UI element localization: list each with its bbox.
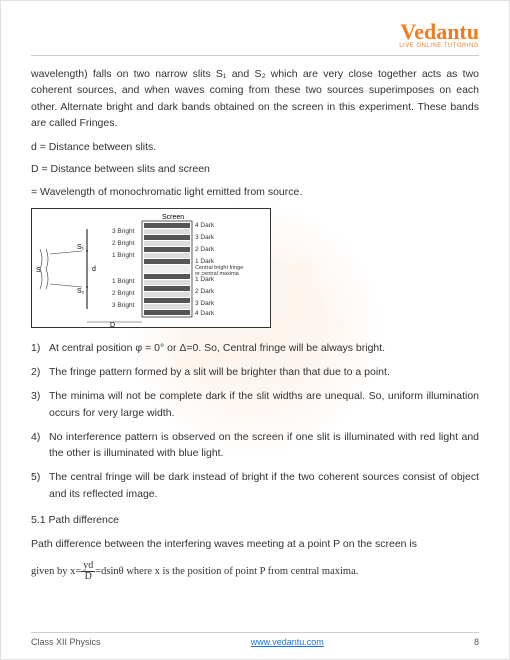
screen-label: Screen	[162, 214, 184, 221]
list-text: No interference pattern is observed on t…	[49, 429, 479, 462]
formula-suffix: =dsinθ where x is the position of point …	[95, 565, 358, 576]
fraction-denominator: D	[81, 572, 95, 582]
list-text: The minima will not be complete dark if …	[49, 388, 479, 421]
svg-text:1 Bright: 1 Bright	[112, 278, 135, 285]
section-heading: 5.1 Path difference	[31, 512, 479, 528]
svg-text:S: S	[36, 267, 41, 274]
fraction: ydD	[81, 561, 95, 582]
interference-diagram: Screen 3 Bright 2 Bright 1 Bright 1 Bright…	[31, 208, 271, 328]
fraction-numerator: yd	[81, 561, 95, 572]
svg-text:2 Dark: 2 Dark	[195, 288, 215, 295]
svg-text:S₂: S₂	[77, 288, 85, 295]
svg-text:3 Dark: 3 Dark	[195, 234, 215, 241]
list-text: The central fringe will be dark instead …	[49, 469, 479, 502]
list-text: The fringe pattern formed by a slit will…	[49, 364, 479, 380]
intro-paragraph: wavelength) falls on two narrow slits S₁…	[31, 66, 479, 131]
svg-text:D: D	[110, 322, 115, 329]
svg-text:1 Dark: 1 Dark	[195, 276, 215, 283]
svg-text:d: d	[92, 266, 96, 273]
svg-text:3 Bright: 3 Bright	[112, 302, 135, 309]
content-area: wavelength) falls on two narrow slits S₁…	[31, 66, 479, 582]
svg-text:4 Dark: 4 Dark	[195, 310, 215, 317]
footer-divider	[31, 632, 479, 633]
svg-text:2 Bright: 2 Bright	[112, 240, 135, 247]
footer-link[interactable]: www.vedantu.com	[251, 637, 324, 647]
svg-text:4 Dark: 4 Dark	[195, 222, 215, 229]
fringe-labels-right: 4 Dark3 Dark 2 Dark1 Dark Central bright…	[195, 222, 243, 317]
list-item: 1)At central position φ = 0° or Δ=0. So,…	[31, 340, 479, 356]
source-waves	[40, 249, 82, 289]
list-item: 4)No interference pattern is observed on…	[31, 429, 479, 462]
svg-text:1 Dark: 1 Dark	[195, 258, 215, 265]
list-number: 5)	[31, 469, 49, 502]
svg-text:2 Bright: 2 Bright	[112, 290, 135, 297]
list-text: At central position φ = 0° or Δ=0. So, C…	[49, 340, 479, 356]
list-item: 5)The central fringe will be dark instea…	[31, 469, 479, 502]
points-list: 1)At central position φ = 0° or Δ=0. So,…	[31, 340, 479, 502]
footer-class: Class XII Physics	[31, 637, 101, 647]
svg-text:2 Dark: 2 Dark	[195, 246, 215, 253]
svg-text:3 Bright: 3 Bright	[112, 228, 135, 235]
list-number: 2)	[31, 364, 49, 380]
list-number: 3)	[31, 388, 49, 421]
fringe-bands	[144, 223, 190, 315]
definition-big-d: D = Distance between slits and screen	[31, 161, 479, 177]
path-text-before: Path difference between the interfering …	[31, 538, 417, 550]
definition-lambda: = Wavelength of monochromatic light emit…	[31, 184, 479, 200]
footer: Class XII Physics www.vedantu.com 8	[31, 632, 479, 647]
list-item: 2)The fringe pattern formed by a slit wi…	[31, 364, 479, 380]
list-number: 1)	[31, 340, 49, 356]
definition-d: d = Distance between slits.	[31, 139, 479, 155]
footer-page-number: 8	[474, 637, 479, 647]
path-diff-text: Path difference between the interfering …	[31, 536, 479, 552]
header-divider	[31, 55, 479, 56]
brand-logo: Vedantu	[31, 19, 479, 45]
header: Vedantu LIVE ONLINE TUTORING	[31, 19, 479, 49]
formula-prefix: given by x=	[31, 565, 81, 576]
svg-text:3 Dark: 3 Dark	[195, 300, 215, 307]
list-number: 4)	[31, 429, 49, 462]
fringe-labels-left: 3 Bright 2 Bright 1 Bright 1 Bright 2 Brig…	[112, 228, 135, 309]
svg-text:1 Bright: 1 Bright	[112, 252, 135, 259]
list-item: 3)The minima will not be complete dark i…	[31, 388, 479, 421]
brand-tagline: LIVE ONLINE TUTORING	[31, 43, 479, 49]
path-diff-formula: given by x=ydD=dsinθ where x is the posi…	[31, 561, 479, 582]
svg-text:S₁: S₁	[77, 244, 85, 251]
